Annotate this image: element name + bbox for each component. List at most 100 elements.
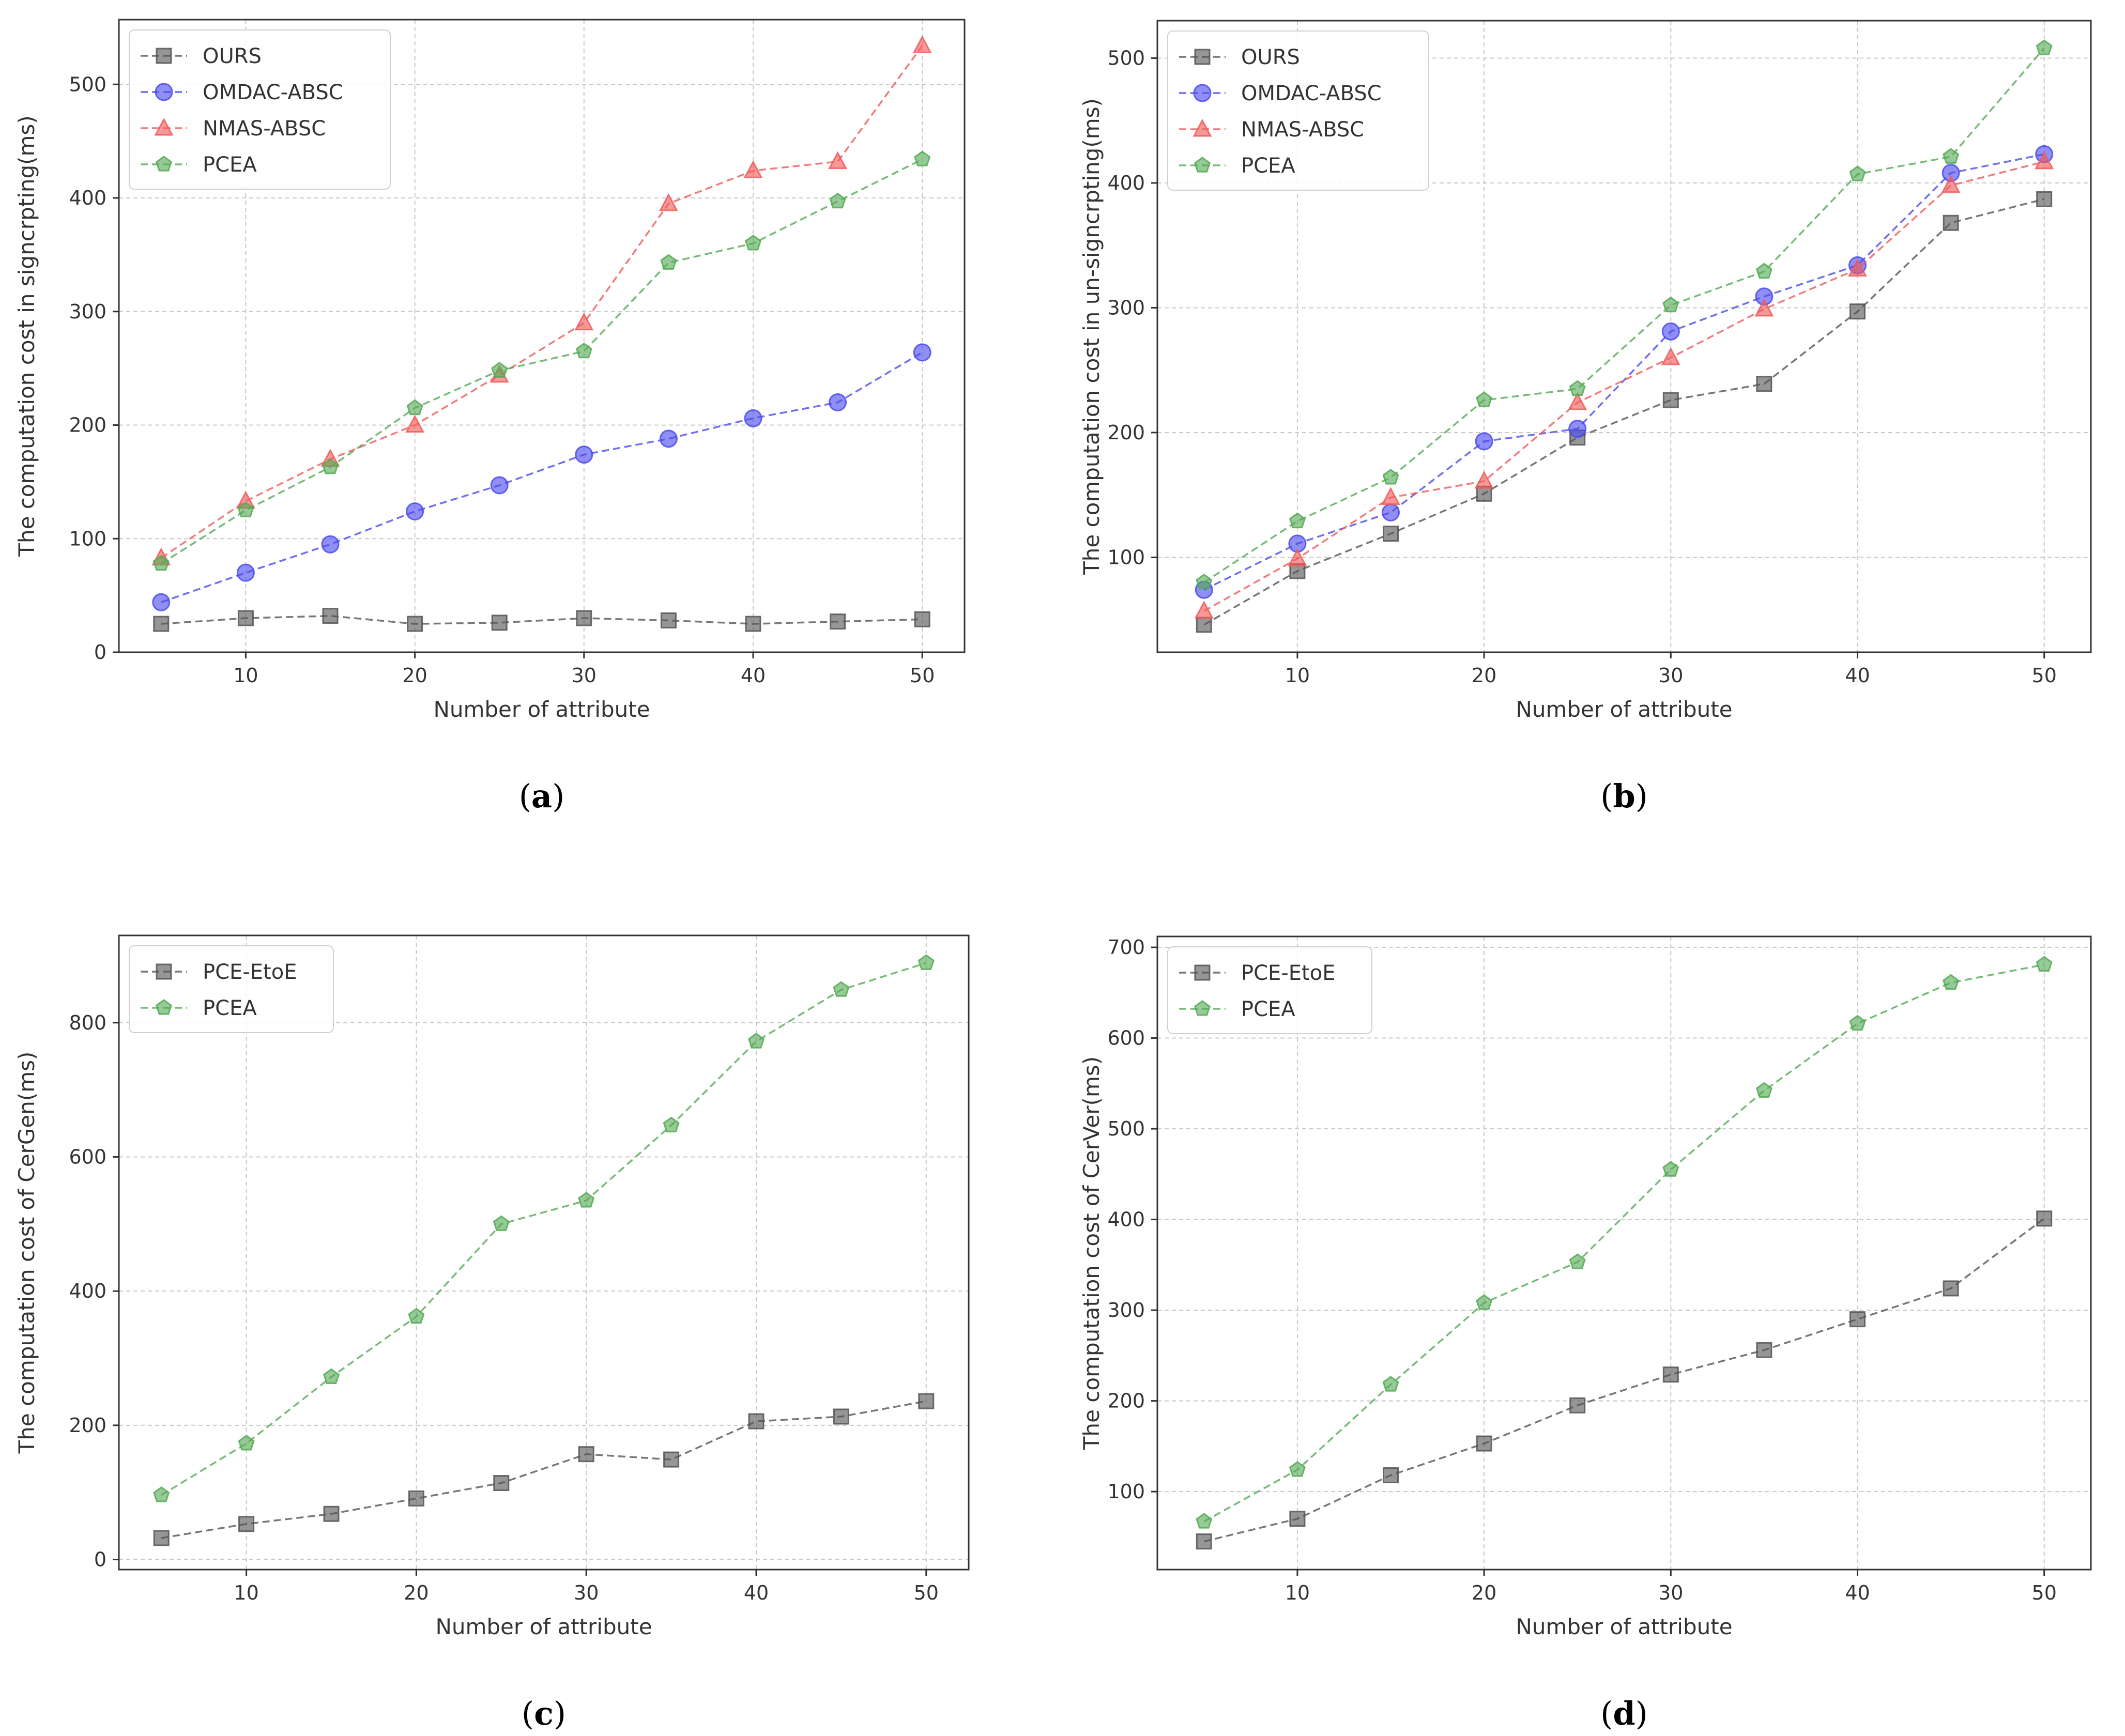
chart-c: 10 20 30 40 50 0 200 400 600 800 Number of attribu…	[14, 934, 970, 1732]
x-axis-ticks: 10 20 30 40 50	[1285, 1570, 2057, 1604]
panel-label-letter: d	[1613, 1695, 1635, 1732]
data-point	[408, 1490, 424, 1507]
data-point	[322, 608, 339, 624]
x-axis-label: Number of attribute	[433, 697, 650, 722]
x-tick-label: 20	[404, 1581, 429, 1604]
data-point	[2036, 956, 2053, 972]
data-point	[829, 393, 847, 412]
data-point	[1382, 503, 1400, 522]
legend-item: PCE-EtoE	[1179, 961, 1335, 985]
legend-marker	[155, 999, 173, 1015]
panel-label-close: )	[552, 777, 564, 815]
data-point	[1196, 1513, 1213, 1529]
data-point	[1383, 526, 1399, 542]
data-point	[1849, 1015, 1866, 1031]
legend-label: PCEA	[1241, 154, 1295, 178]
legend-box	[1167, 946, 1372, 1034]
data-point	[323, 1368, 340, 1384]
series-line	[160, 45, 923, 559]
y-axis-label: The computation cost in signcrpting(ms)	[14, 115, 39, 557]
data-point	[1569, 380, 1586, 396]
legend-item: PCEA	[1179, 154, 1295, 178]
x-tick-label: 20	[402, 664, 427, 687]
legend-marker	[1194, 964, 1211, 981]
data-point	[912, 35, 932, 54]
x-axis-label: Number of attribute	[1516, 697, 1732, 722]
y-tick-label: 0	[94, 1548, 106, 1571]
data-point	[1568, 420, 1587, 438]
data-point	[1943, 148, 1960, 164]
y-tick-label: 200	[1107, 421, 1145, 444]
series-line	[161, 614, 923, 625]
series-pcea	[152, 150, 931, 571]
x-axis-label: Number of attribute	[1516, 1614, 1732, 1639]
data-point	[660, 612, 677, 628]
plot-area	[119, 935, 969, 1570]
x-tick-label: 40	[1845, 664, 1870, 687]
chart-panel-a: 10 20 30 40 50 0 100 200 300 400 500 Number of attr…	[0, 0, 1062, 868]
legend-item: OURS	[141, 44, 262, 68]
series-line	[161, 962, 927, 1496]
data-point	[1194, 601, 1214, 619]
data-point	[744, 235, 762, 251]
data-point	[1849, 303, 1866, 320]
y-tick-label: 200	[69, 1414, 106, 1437]
series-line	[161, 351, 923, 603]
legend-label: OURS	[203, 44, 262, 68]
data-point	[829, 192, 846, 209]
x-tick-label: 30	[574, 1581, 599, 1604]
series-nmas-absc	[1194, 151, 2054, 619]
x-tick-label: 50	[2032, 1581, 2057, 1604]
data-point	[2036, 1210, 2053, 1227]
series-pcea	[153, 954, 935, 1502]
data-point	[575, 342, 592, 359]
data-point	[663, 1451, 680, 1468]
x-tick-label: 10	[234, 1581, 258, 1604]
data-point	[238, 1435, 255, 1451]
data-point	[745, 616, 761, 632]
data-point	[743, 160, 763, 178]
y-tick-label: 400	[1107, 172, 1145, 194]
data-point	[236, 563, 255, 582]
panel-label-open: (	[522, 1695, 534, 1732]
chart-panel-c: 10 20 30 40 50 0 200 400 600 800 Number of attribu…	[0, 868, 1062, 1736]
series-line	[1203, 198, 2045, 626]
legend-marker	[1194, 49, 1211, 65]
data-point	[1196, 1533, 1212, 1550]
y-tick-label: 800	[69, 1011, 106, 1034]
data-point	[744, 409, 762, 427]
y-tick-label: 0	[94, 641, 106, 664]
x-tick-label: 40	[1845, 1581, 1870, 1604]
x-tick-label: 40	[741, 664, 766, 687]
data-point	[578, 1192, 595, 1208]
data-point	[1662, 296, 1679, 313]
data-point	[153, 1486, 170, 1502]
legend-marker	[154, 117, 174, 136]
data-point	[914, 611, 930, 627]
y-tick-label: 300	[1107, 1299, 1145, 1322]
series-line	[1203, 47, 2045, 583]
x-tick-label: 50	[910, 664, 935, 687]
data-point	[1382, 469, 1399, 485]
data-point	[493, 1475, 510, 1492]
legend-item: OMDAC-ABSC	[141, 81, 343, 104]
data-point	[405, 414, 425, 433]
data-point	[1755, 263, 1772, 279]
legend: OURS OMDAC-ABSC NMAS-ABSC PCEA	[1167, 30, 1429, 191]
data-point	[1382, 1376, 1399, 1392]
legend-item: PCEA	[1179, 997, 1295, 1021]
data-point	[574, 312, 594, 331]
data-point	[1289, 512, 1306, 529]
y-tick-label: 600	[1107, 1027, 1145, 1050]
legend-box	[129, 945, 334, 1033]
y-tick-label: 500	[69, 73, 106, 96]
y-axis-label: The computation cost of CerVer(ms)	[1079, 1056, 1104, 1450]
series-pcea	[1196, 956, 2053, 1529]
legend-item: NMAS-ABSC	[1179, 118, 1364, 142]
x-tick-label: 10	[233, 664, 258, 687]
legend-box	[1167, 30, 1429, 191]
plot-frame	[1156, 20, 2092, 653]
x-tick-label: 20	[1472, 664, 1496, 687]
data-point	[1569, 1397, 1586, 1414]
